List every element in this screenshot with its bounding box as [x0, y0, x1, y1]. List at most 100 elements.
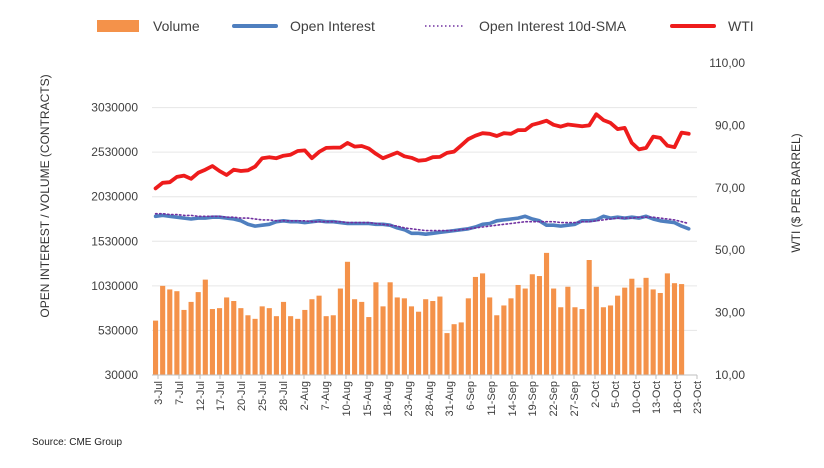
left-tick-label: 2530000 — [91, 145, 138, 159]
x-tick-label: 22-Sep — [548, 381, 560, 416]
x-axis: 3-Jul 7-Jul 12-Jul 17-Jul 20-Jul 25-Jul 28-Jul… — [152, 374, 704, 416]
x-tick-label: 11-Sep — [486, 381, 498, 416]
volume-bar — [316, 295, 322, 375]
volume-bar — [558, 307, 564, 375]
volume-bar — [216, 308, 223, 375]
x-tick-label: 28-Jul — [278, 381, 290, 411]
left-tick-label: 1530000 — [91, 234, 138, 248]
x-tick-label: 31-Aug — [444, 381, 456, 416]
right-tick-label: 10,00 — [715, 368, 745, 382]
open-interest-10d-sma-line — [154, 212, 690, 232]
volume-bar — [494, 315, 500, 375]
right-tick-label: 50,00 — [715, 243, 745, 257]
volume-bar — [565, 286, 571, 375]
x-tick-label: 27-Sep — [569, 381, 581, 416]
legend-label-volume: Volume — [153, 18, 200, 34]
volume-bar — [679, 284, 685, 375]
volume-bar — [487, 297, 493, 375]
left-tick-label: 30000 — [105, 368, 139, 382]
volume-bar — [359, 301, 365, 375]
volume-bar — [551, 288, 557, 375]
legend-label-open-interest-10d-sma: Open Interest 10d-SMA — [479, 18, 627, 34]
volume-bar — [401, 298, 407, 375]
right-tick-label: 110,00 — [709, 56, 745, 70]
volume-bar — [266, 308, 272, 375]
volume-bar — [323, 316, 329, 375]
volume-bar — [352, 299, 358, 375]
volume-bar — [643, 277, 649, 375]
right-tick-label: 90,00 — [715, 118, 745, 132]
volume-bar — [344, 261, 351, 375]
legend-swatch-volume — [97, 20, 139, 32]
volume-bar — [543, 252, 550, 375]
volume-bar — [366, 317, 372, 375]
x-tick-label: 12-Jul — [195, 381, 207, 411]
x-tick-label: 10-Aug — [341, 381, 353, 416]
x-tick-label: 10-Oct — [631, 381, 643, 414]
volume-bar — [430, 301, 436, 375]
left-axis-title: OPEN INTEREST / VOLUME (CONTRACTS) — [38, 74, 52, 317]
volume-bar — [636, 287, 642, 375]
volume-bar — [380, 306, 386, 375]
volume-bar — [195, 292, 201, 375]
open-interest-line — [153, 213, 691, 236]
volume-bar — [437, 296, 443, 375]
x-tick-label: 23-Aug — [403, 381, 415, 416]
x-tick-label: 6-Sep — [465, 381, 477, 410]
volume-bar — [522, 288, 528, 375]
volume-bar — [529, 274, 535, 375]
volume-bar — [280, 301, 287, 375]
right-axis-title: WTI ($ PER BARREL) — [789, 133, 803, 252]
x-tick-label: 7-Jul — [174, 381, 186, 405]
x-tick-label: 2-Aug — [299, 381, 311, 410]
left-tick-label: 3030000 — [91, 101, 138, 115]
volume-bar — [160, 285, 166, 375]
left-tick-label: 2030000 — [91, 190, 138, 204]
volume-bar — [288, 316, 294, 375]
legend-label-wti: WTI — [728, 18, 754, 34]
volume-bar — [423, 299, 429, 375]
volume-bar — [479, 273, 486, 375]
volume-bar — [586, 260, 592, 375]
volume-bar — [501, 305, 507, 375]
volume-bar — [337, 288, 343, 375]
volume-bar — [593, 286, 599, 375]
volume-bar — [238, 308, 244, 375]
left-tick-label: 530000 — [98, 323, 138, 337]
x-tick-label: 2-Oct — [590, 381, 602, 408]
volume-bar — [174, 291, 180, 375]
right-axis: 10,00 30,00 50,00 70,00 90,00 110,00 — [709, 56, 745, 382]
volume-bar — [231, 301, 237, 375]
volume-bar — [572, 307, 578, 375]
x-tick-label: 3-Jul — [153, 381, 165, 405]
x-tick-label: 14-Sep — [507, 381, 519, 416]
volume-bars — [152, 252, 685, 375]
volume-bar — [309, 299, 315, 375]
volume-bar — [245, 315, 251, 375]
volume-bar — [671, 283, 678, 375]
right-tick-label: 70,00 — [715, 181, 745, 195]
volume-bar — [188, 301, 194, 375]
volume-bar — [472, 276, 479, 375]
x-tick-label: 18-Oct — [672, 381, 684, 414]
volume-bar — [657, 292, 663, 375]
x-tick-label: 23-Oct — [692, 381, 704, 414]
volume-bar — [167, 289, 173, 375]
volume-bar — [416, 311, 422, 375]
volume-bar — [600, 307, 606, 375]
volume-bar — [607, 305, 614, 375]
volume-bar — [664, 273, 670, 375]
right-tick-label: 30,00 — [715, 306, 745, 320]
volume-bar — [181, 309, 187, 375]
x-tick-label: 15-Aug — [362, 381, 374, 416]
volume-bar — [458, 322, 464, 375]
x-tick-label: 25-Jul — [257, 381, 269, 411]
line-series — [153, 112, 691, 236]
volume-bar — [508, 298, 514, 375]
volume-bar — [202, 279, 208, 375]
left-tick-label: 1030000 — [91, 279, 138, 293]
legend: Volume Open Interest Open Interest 10d-SMA… — [97, 18, 754, 34]
volume-bar — [615, 295, 621, 375]
x-tick-label: 20-Jul — [236, 381, 248, 411]
